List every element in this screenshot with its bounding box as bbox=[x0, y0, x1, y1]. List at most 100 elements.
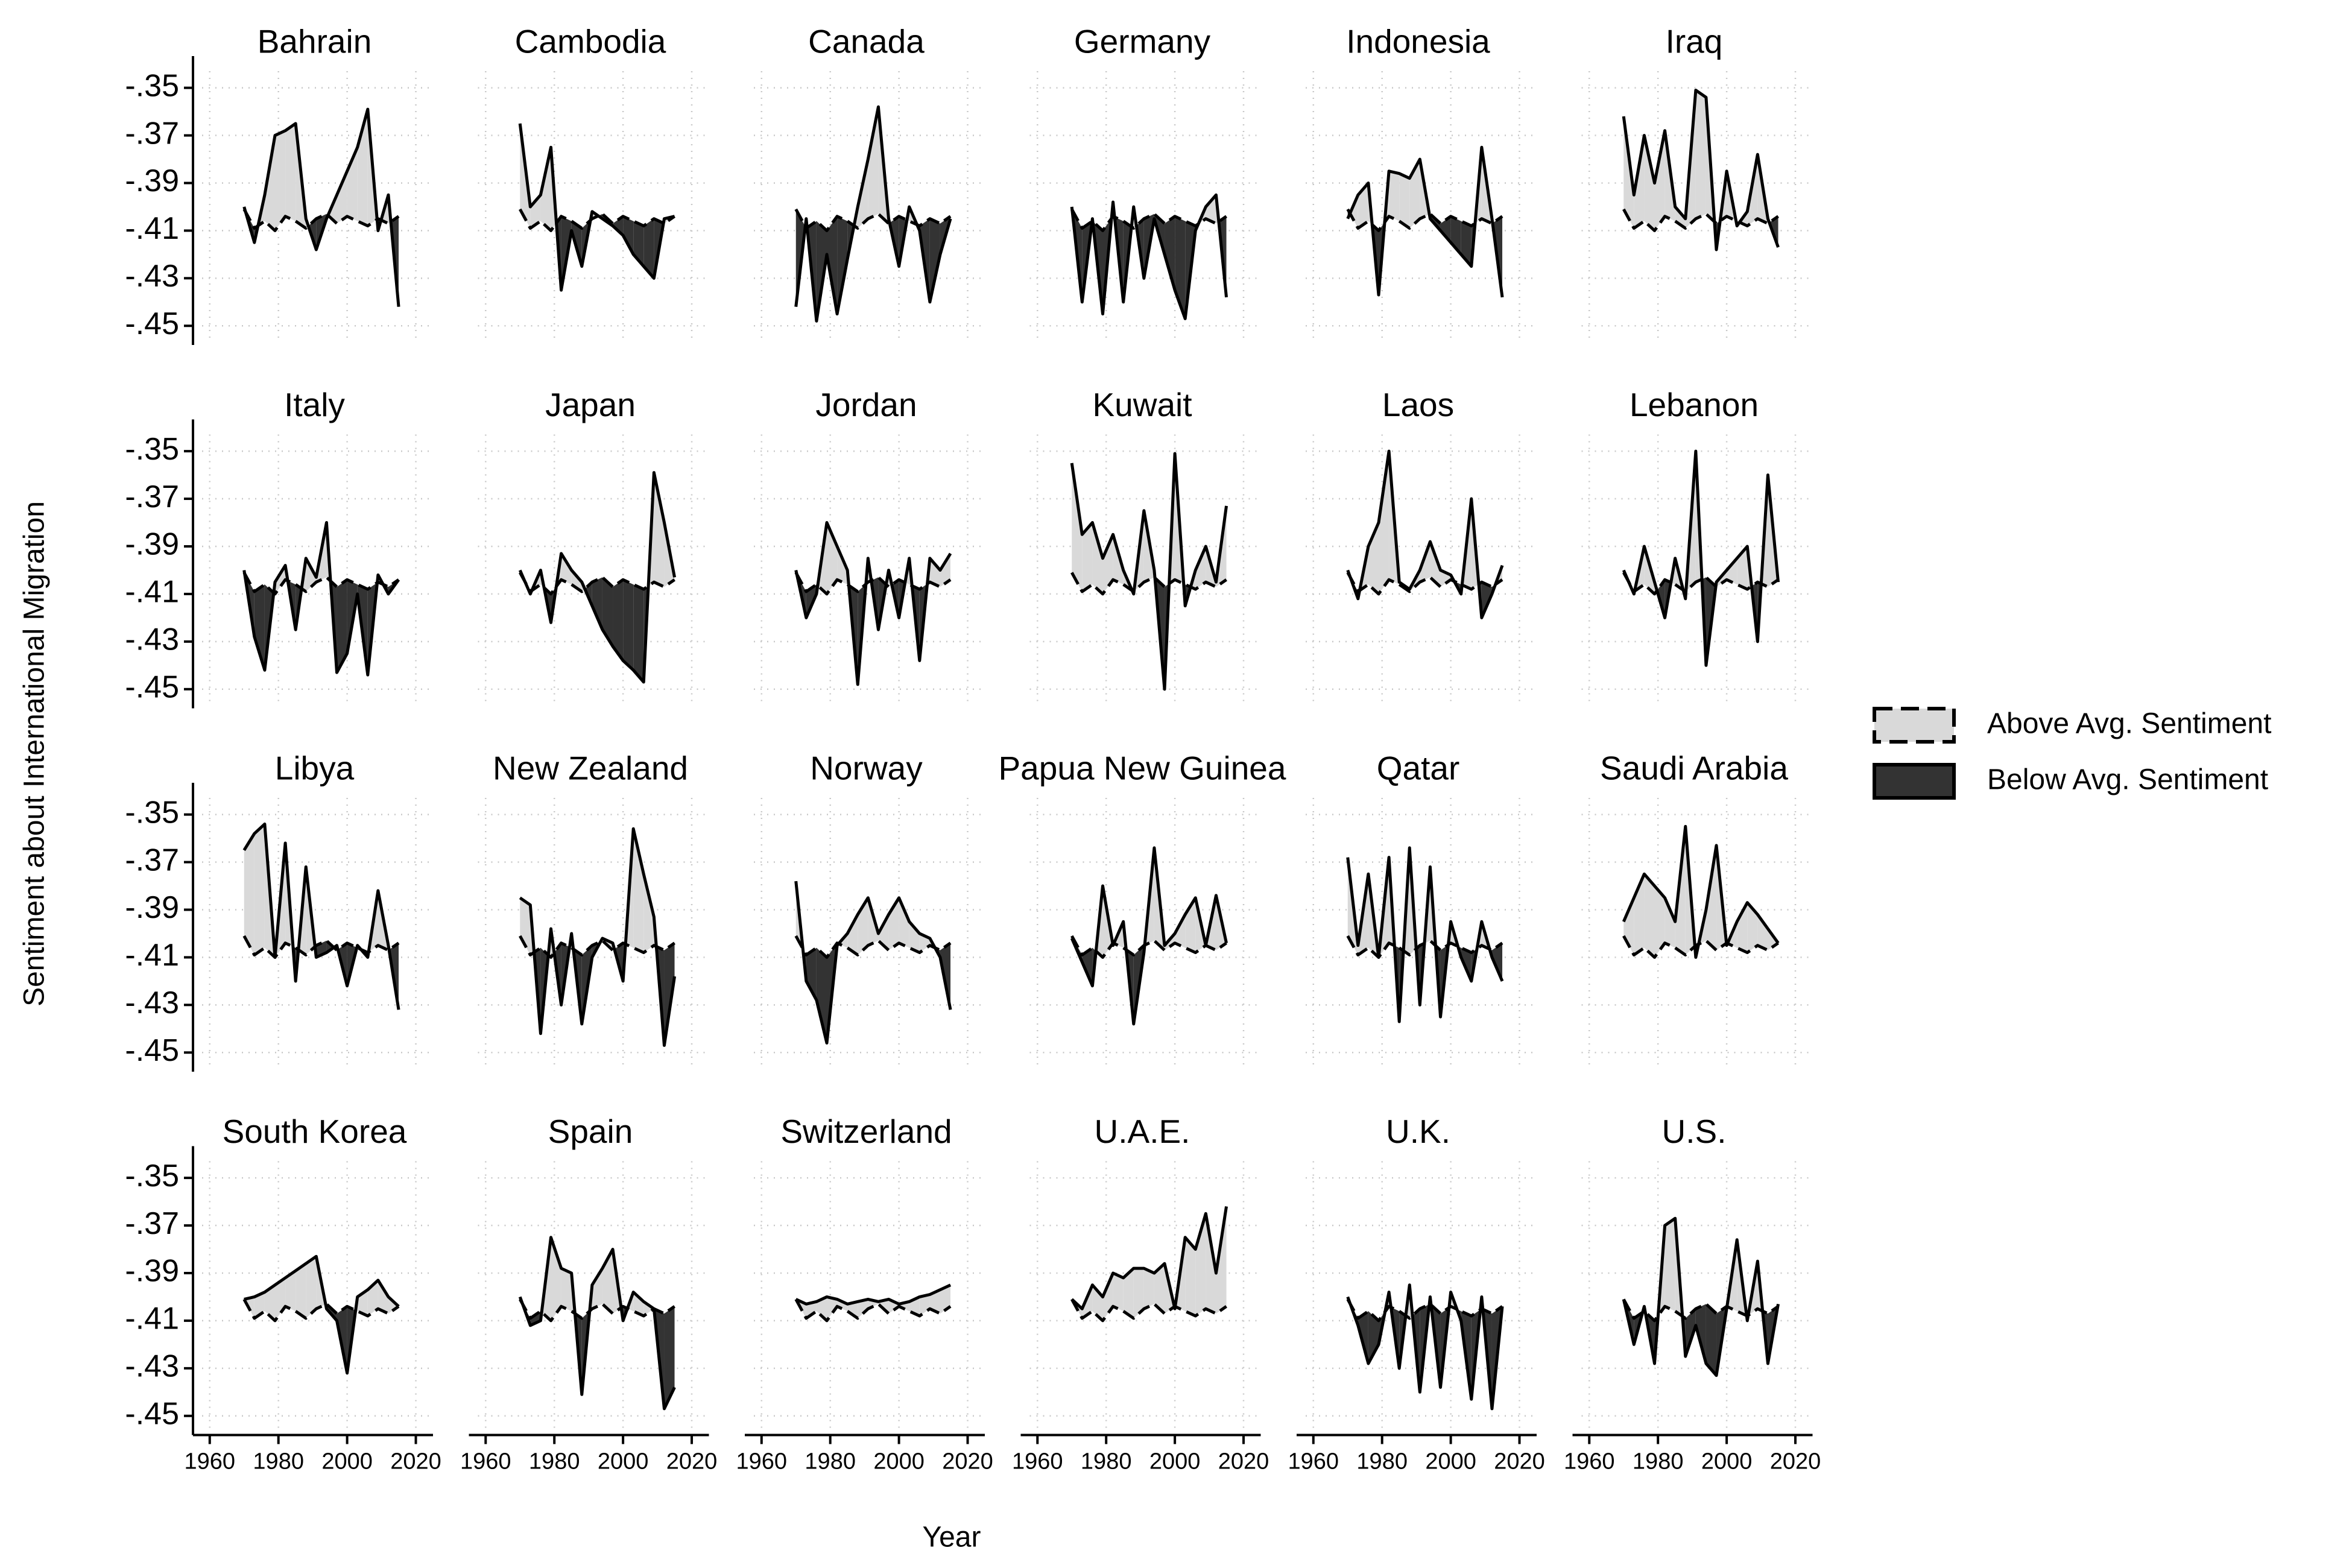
country-line bbox=[244, 1254, 400, 1375]
x-tick-label: 2020 bbox=[390, 1449, 441, 1475]
y-tick-label: -.37 bbox=[125, 116, 179, 151]
y-tick-label: -.41 bbox=[125, 211, 179, 246]
average-line bbox=[794, 935, 952, 959]
country-line bbox=[1070, 846, 1228, 1026]
average-line bbox=[794, 1298, 952, 1323]
panel-title: Bahrain bbox=[258, 23, 372, 60]
average-line bbox=[1622, 935, 1779, 959]
x-axis-label: Year bbox=[923, 1522, 981, 1554]
fill-above bbox=[816, 1297, 827, 1321]
x-tick-label: 2000 bbox=[1149, 1449, 1201, 1475]
panel-title: Kuwait bbox=[1092, 386, 1192, 423]
country-line bbox=[1346, 1283, 1504, 1411]
fill-above bbox=[837, 1299, 848, 1312]
fill-below bbox=[664, 1306, 675, 1409]
fill-above bbox=[244, 833, 254, 955]
x-tick-label: 2000 bbox=[1425, 1449, 1476, 1475]
fill-below bbox=[623, 580, 634, 671]
fill-above bbox=[285, 1271, 296, 1312]
fill-above bbox=[1358, 183, 1368, 229]
country-line bbox=[1070, 193, 1228, 320]
fill-above bbox=[1654, 130, 1665, 231]
fill-above bbox=[1216, 1206, 1227, 1314]
country-line bbox=[795, 1283, 952, 1306]
fill-above bbox=[847, 1301, 858, 1318]
fill-above bbox=[654, 472, 665, 587]
fill-above bbox=[929, 558, 940, 587]
fill-above bbox=[1644, 874, 1655, 958]
fill-above bbox=[530, 195, 541, 229]
x-tick-label: 1980 bbox=[1633, 1449, 1684, 1475]
y-tick-label: -.45 bbox=[125, 1397, 179, 1432]
fill-above bbox=[1092, 1285, 1103, 1321]
y-tick-label: -.39 bbox=[125, 1254, 179, 1289]
fill-below bbox=[1706, 1304, 1717, 1376]
fill-above bbox=[1175, 914, 1186, 948]
y-tick-label: -.39 bbox=[125, 163, 179, 198]
panel-title: Libya bbox=[275, 750, 355, 787]
fill-above bbox=[1695, 90, 1706, 219]
fill-above bbox=[264, 135, 275, 231]
average-line bbox=[242, 1298, 400, 1323]
x-tick-label: 1980 bbox=[529, 1449, 580, 1475]
panel-title: Jordan bbox=[815, 386, 917, 423]
fill-below bbox=[1368, 1311, 1379, 1364]
panel-title: Germany bbox=[1074, 23, 1211, 60]
y-tick-label: -.35 bbox=[125, 795, 179, 830]
fill-above bbox=[275, 130, 286, 231]
panel-title: Lebanon bbox=[1630, 386, 1759, 423]
fill-above bbox=[1727, 558, 1737, 585]
country-line bbox=[1346, 846, 1504, 1023]
fill-above bbox=[1379, 451, 1389, 594]
panel-title: Japan bbox=[545, 386, 636, 423]
fill-above bbox=[929, 1289, 940, 1314]
fill-below bbox=[806, 947, 817, 1001]
x-tick-label: 2020 bbox=[1494, 1449, 1545, 1475]
country-line bbox=[1070, 1206, 1228, 1310]
fill-above bbox=[337, 171, 347, 224]
average-line bbox=[1070, 935, 1227, 959]
country-line bbox=[242, 521, 400, 677]
fill-above bbox=[275, 1277, 286, 1321]
fill-below bbox=[613, 216, 624, 236]
country-line bbox=[518, 1236, 676, 1411]
fill-below bbox=[592, 577, 602, 630]
average-line bbox=[1070, 572, 1227, 596]
panel-title: U.S. bbox=[1662, 1113, 1727, 1150]
fill-below bbox=[623, 216, 634, 254]
fill-above bbox=[1664, 1218, 1675, 1312]
fill-above bbox=[1747, 902, 1758, 953]
fill-below bbox=[633, 584, 644, 682]
country-line bbox=[794, 105, 952, 323]
fill-below bbox=[1440, 216, 1451, 243]
fill-below bbox=[827, 216, 838, 314]
country-line bbox=[242, 822, 400, 1010]
x-tick-label: 2020 bbox=[1770, 1449, 1821, 1475]
fill-above bbox=[1737, 902, 1748, 953]
average-line bbox=[1346, 1298, 1503, 1323]
country-line bbox=[242, 107, 400, 307]
y-axis-label: Sentiment about International Migration bbox=[19, 501, 51, 1007]
fill-above bbox=[1195, 1213, 1206, 1317]
average-line bbox=[794, 208, 952, 232]
fill-above bbox=[1092, 522, 1103, 594]
y-tick-label: -.45 bbox=[125, 670, 179, 705]
fill-below bbox=[837, 216, 848, 314]
panel-title: U.A.E. bbox=[1095, 1113, 1190, 1150]
fill-below bbox=[1461, 221, 1472, 267]
legend-swatch bbox=[1873, 763, 1956, 800]
x-tick-label: 1980 bbox=[1356, 1449, 1408, 1475]
panel-title: Italy bbox=[284, 386, 345, 423]
fill-above bbox=[264, 1285, 275, 1321]
fill-below bbox=[254, 584, 265, 671]
average-line bbox=[242, 935, 400, 959]
fill-below bbox=[602, 577, 613, 646]
country-line bbox=[794, 521, 952, 686]
fill-above bbox=[1195, 546, 1206, 590]
fill-above bbox=[643, 874, 654, 953]
fill-above bbox=[1654, 886, 1665, 958]
fill-above bbox=[940, 553, 951, 587]
fill-above bbox=[909, 922, 920, 953]
country-line bbox=[794, 880, 952, 1045]
panel-title: Switzerland bbox=[780, 1113, 952, 1150]
